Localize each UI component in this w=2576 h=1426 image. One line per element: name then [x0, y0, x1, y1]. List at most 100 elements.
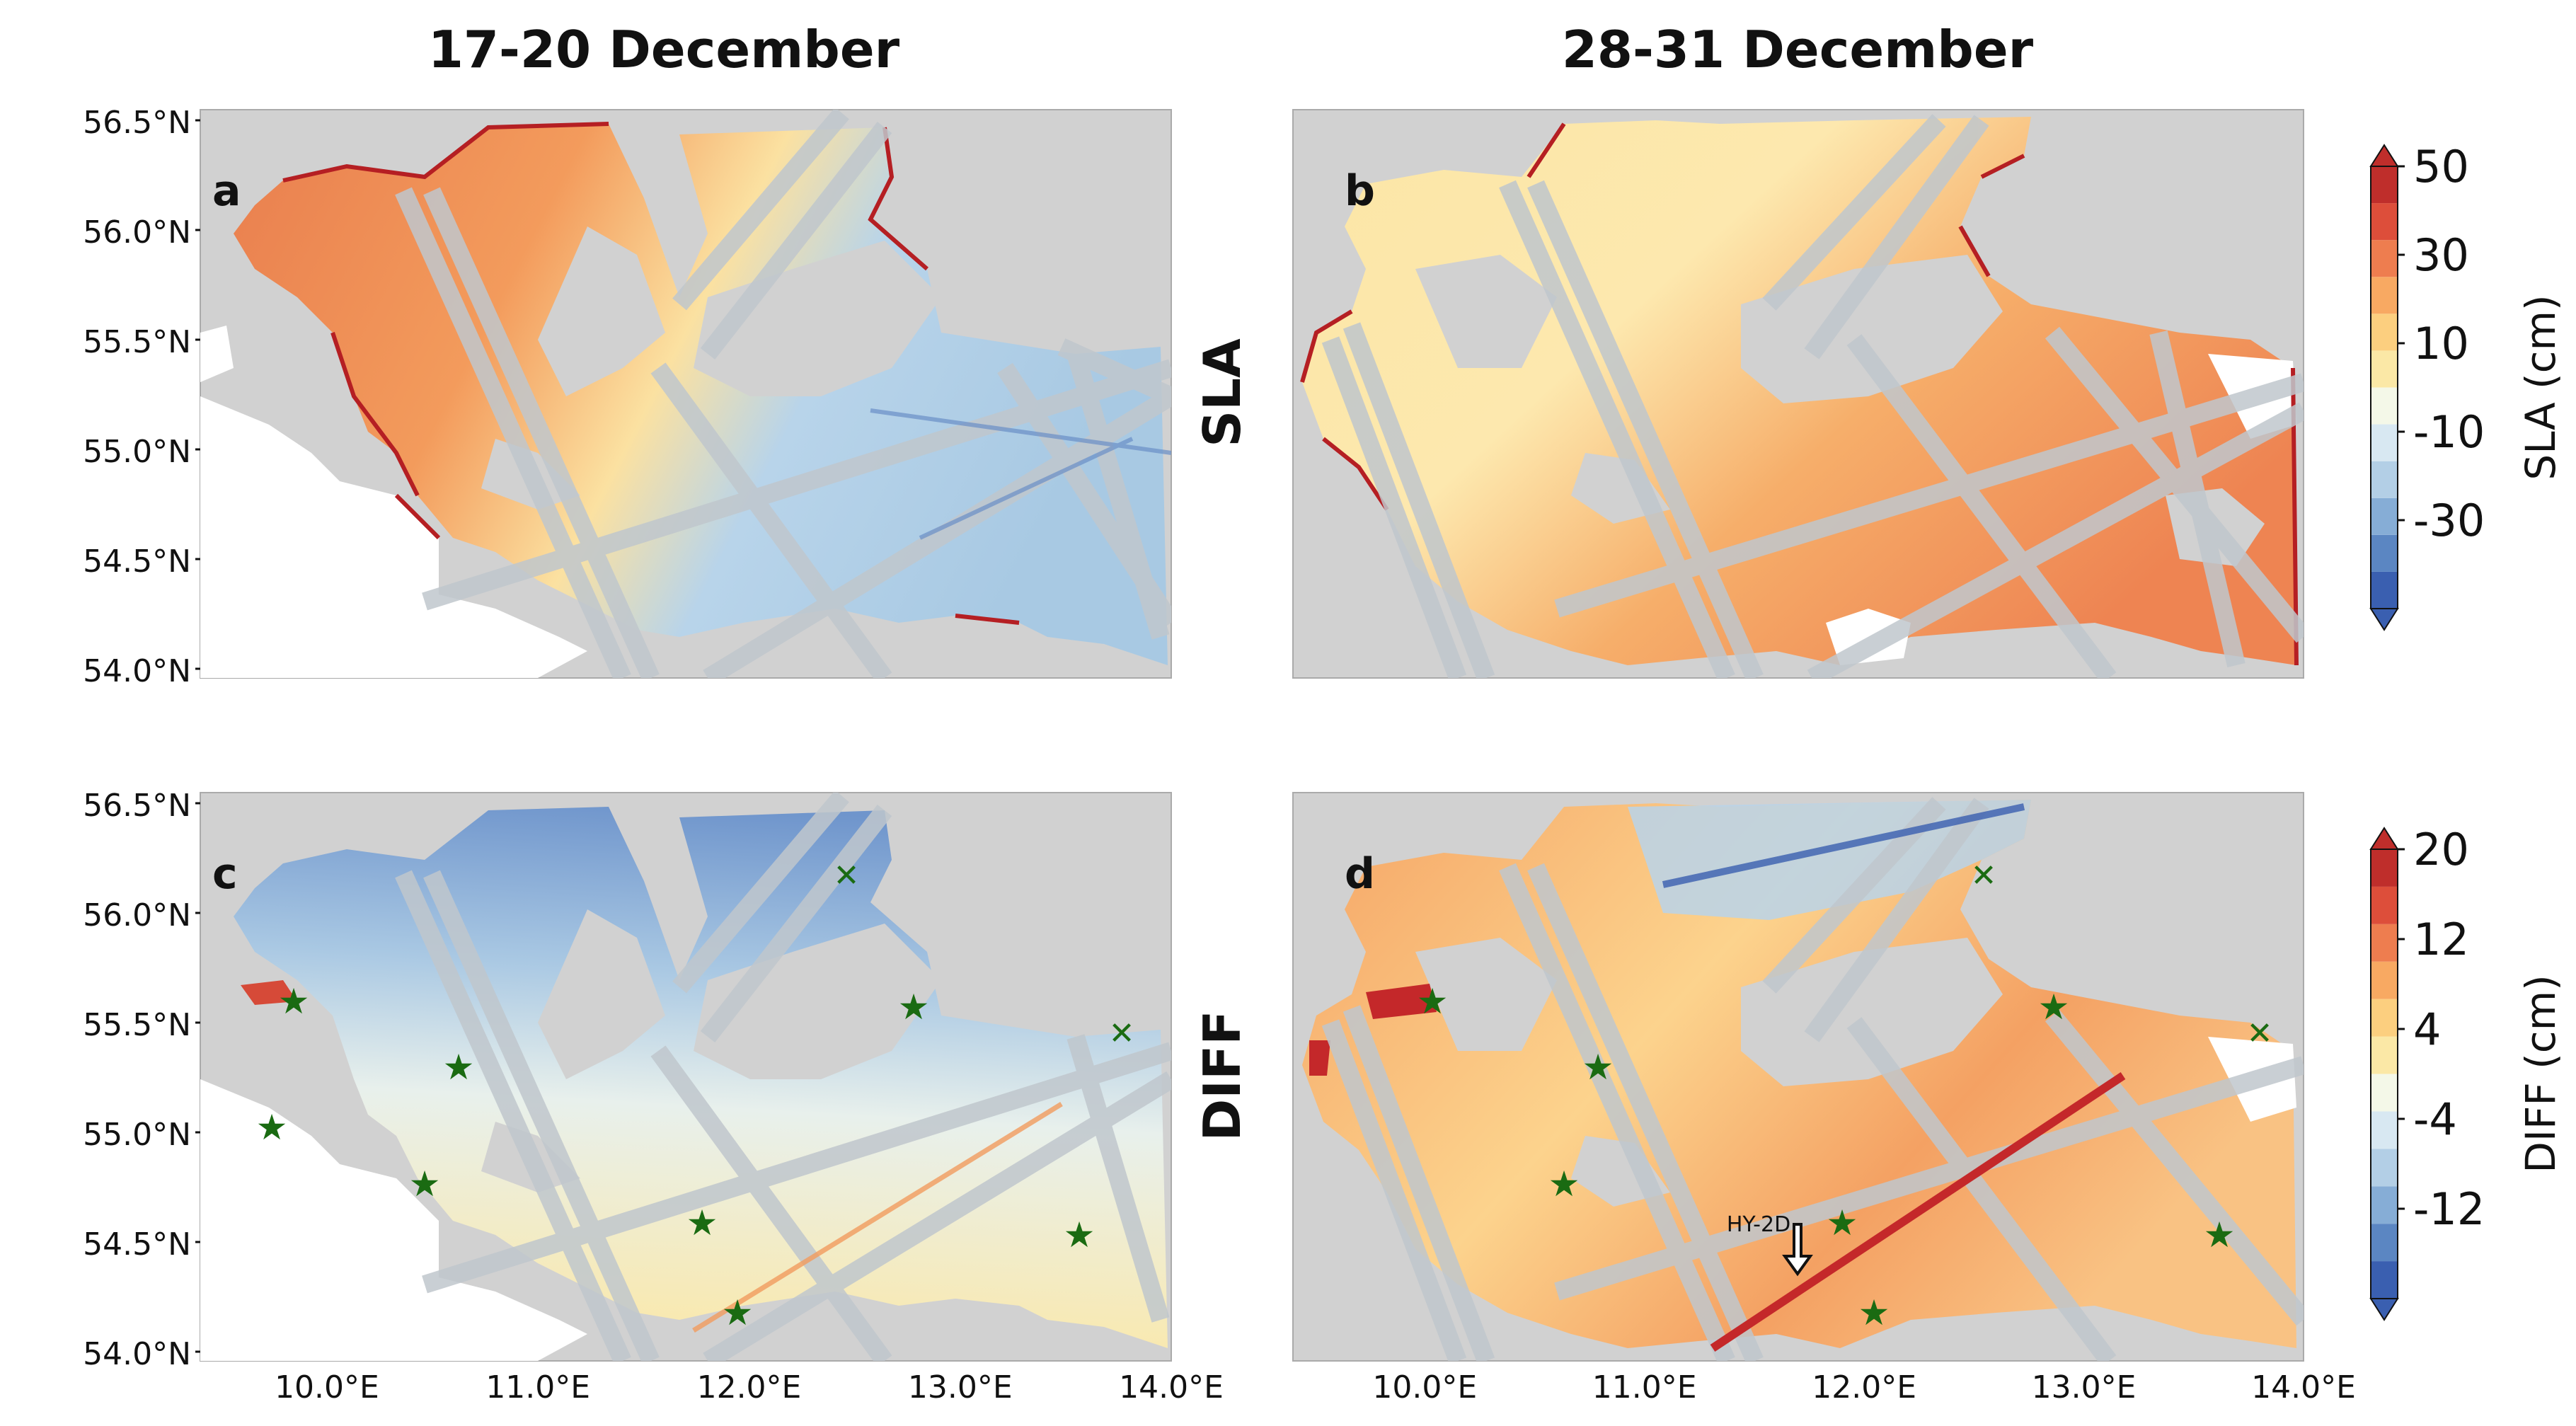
panel-a-tracks-thin	[870, 408, 1171, 540]
panel-d-land-island-2	[1741, 938, 2003, 1086]
row-label-diff: DIFF	[1192, 1011, 1252, 1142]
colorbar-segment	[2371, 387, 2398, 425]
colorbar-min-arrow	[2369, 1298, 2399, 1321]
svg-text:✕: ✕	[1109, 1016, 1135, 1052]
y-tick-label: 56.0°N	[83, 214, 191, 251]
panel-c-hotspot	[241, 980, 297, 1005]
panel-b-land-island	[1415, 255, 1557, 368]
colorbar-segment	[2371, 1224, 2398, 1262]
x-tick-label: 10.0°E	[1372, 1369, 1477, 1405]
svg-text:★: ★	[1582, 1047, 1614, 1088]
x-tick-label: 14.0°E	[2251, 1369, 2356, 1405]
colorbar-segment	[2371, 1111, 2398, 1149]
colorbar-segment	[2371, 961, 2398, 999]
colorbar-tick-label: 20	[2413, 824, 2469, 875]
colorbar-tick-label: 10	[2413, 318, 2469, 369]
colorbar-segment	[2371, 203, 2398, 241]
colorbar-segment	[2371, 1186, 2398, 1224]
colorbar-segment	[2371, 461, 2398, 498]
y-tick-label: 56.5°N	[83, 788, 191, 824]
colorbar-tick-label: -10	[2413, 406, 2485, 458]
panel-a-y-ticks: 56.5°N 56.0°N 55.5°N 55.0°N 54.5°N 54.0°N	[83, 105, 200, 689]
colorbar-min-arrow	[2369, 608, 2399, 631]
colorbar-segment	[2371, 166, 2398, 204]
x-tick-label: 11.0°E	[485, 1369, 590, 1405]
panel-a-nodata-sea-2	[200, 326, 234, 382]
colorbar-segment	[2371, 886, 2398, 924]
panel-a-map: a	[200, 109, 1172, 679]
panel-c-letter: c	[212, 849, 238, 899]
svg-text:★: ★	[686, 1202, 718, 1243]
y-tick-label: 55.0°N	[83, 1117, 191, 1153]
panel-b-coast	[1300, 122, 2299, 666]
svg-text:★: ★	[1548, 1163, 1580, 1204]
panel-d-hotspot	[1366, 984, 1437, 1019]
y-tick-label: 54.5°N	[83, 1226, 191, 1263]
panel-d-tracks	[1321, 797, 2304, 1361]
panel-c-land-island-2	[694, 924, 941, 1079]
panel-d-hotspot-2	[1309, 1040, 1330, 1076]
panel-d-hy2d-arrow	[1782, 1223, 1813, 1277]
colorbar-frame	[2370, 166, 2398, 609]
colorbar-sla: 50 30 10 -10 -30 SLA (cm)	[2369, 141, 2565, 631]
colorbar-label: SLA (cm)	[2517, 294, 2565, 480]
colorbar-segment	[2371, 1261, 2398, 1299]
svg-text:★: ★	[443, 1047, 475, 1088]
panel-d-land-island	[1415, 938, 1557, 1051]
colorbar-segment	[2371, 424, 2398, 461]
panel-b-tracks	[1321, 114, 2304, 678]
column-title-right: 28-31 December	[1562, 20, 2034, 79]
colorbar-segment	[2371, 277, 2398, 314]
y-tick-label: 54.5°N	[83, 544, 191, 580]
panel-a-land-island	[538, 226, 665, 396]
panel-d-letter: d	[1345, 849, 1375, 899]
panel-b-letter: b	[1345, 166, 1375, 216]
colorbar-segment	[2371, 849, 2398, 887]
panel-b-map: b	[1292, 109, 2304, 679]
y-tick-label: 55.5°N	[83, 1007, 191, 1043]
panel-c-map: ★ ★ ★ ★ ★ ★ ★ ★ ✕ ✕ c	[200, 792, 1172, 1362]
colorbar-max-arrow	[2369, 827, 2399, 850]
x-tick-label: 12.0°E	[697, 1369, 802, 1405]
colorbar-label: DIFF (cm)	[2517, 974, 2565, 1173]
svg-text:★: ★	[409, 1163, 441, 1204]
panel-d-hy2d-label: HY-2D	[1727, 1212, 1790, 1237]
colorbar-tick-label: 50	[2413, 141, 2469, 192]
x-tick-label: 14.0°E	[1119, 1369, 1224, 1405]
colorbar-segment	[2371, 1149, 2398, 1187]
panel-a-nodata-sea	[200, 396, 587, 678]
colorbar-tick-label: 12	[2413, 914, 2469, 965]
svg-text:★: ★	[2204, 1214, 2236, 1255]
y-tick-label: 54.0°N	[83, 653, 191, 689]
panel-c-y-ticks: 56.5°N 56.0°N 55.5°N 55.0°N 54.5°N 54.0°N	[83, 788, 200, 1372]
colorbar-segment	[2371, 571, 2398, 609]
column-title-left: 17-20 December	[428, 20, 900, 79]
panel-c-x-ticks: 10.0°E 11.0°E 12.0°E 13.0°E 14.0°E	[275, 1369, 1224, 1405]
panel-a-letter: a	[212, 166, 241, 216]
colorbar-segment	[2371, 924, 2398, 962]
y-tick-label: 55.0°N	[83, 434, 191, 470]
colorbar-tick-label: 30	[2413, 229, 2469, 281]
colorbar-tick-label: -12	[2413, 1183, 2485, 1235]
svg-text:★: ★	[722, 1292, 754, 1333]
svg-text:★: ★	[1417, 981, 1449, 1022]
colorbar-segment	[2371, 314, 2398, 351]
panel-c-nodata-sea	[200, 1079, 587, 1361]
panel-d-hy2d-track	[1710, 1072, 2126, 1352]
x-tick-label: 13.0°E	[908, 1369, 1013, 1405]
svg-text:★: ★	[1064, 1214, 1096, 1255]
panel-c-tracks-strong	[692, 1102, 1063, 1333]
y-tick-label: 56.5°N	[83, 105, 191, 141]
colorbar-segment	[2371, 1074, 2398, 1112]
colorbar-tick-label: -4	[2413, 1093, 2457, 1145]
svg-text:★: ★	[1827, 1202, 1858, 1243]
svg-text:★: ★	[256, 1107, 288, 1148]
panel-d-north-track	[1662, 803, 2025, 888]
y-tick-label: 56.0°N	[83, 897, 191, 933]
colorbar-diff: 20 12 4 -4 -12 DIFF (cm)	[2369, 824, 2565, 1321]
colorbar-segment	[2371, 498, 2398, 535]
colorbar-tick-label: -30	[2413, 495, 2485, 546]
panel-d-x-ticks: 10.0°E 11.0°E 12.0°E 13.0°E 14.0°E	[1372, 1369, 2356, 1405]
svg-text:★: ★	[898, 987, 930, 1028]
x-tick-label: 13.0°E	[2032, 1369, 2137, 1405]
